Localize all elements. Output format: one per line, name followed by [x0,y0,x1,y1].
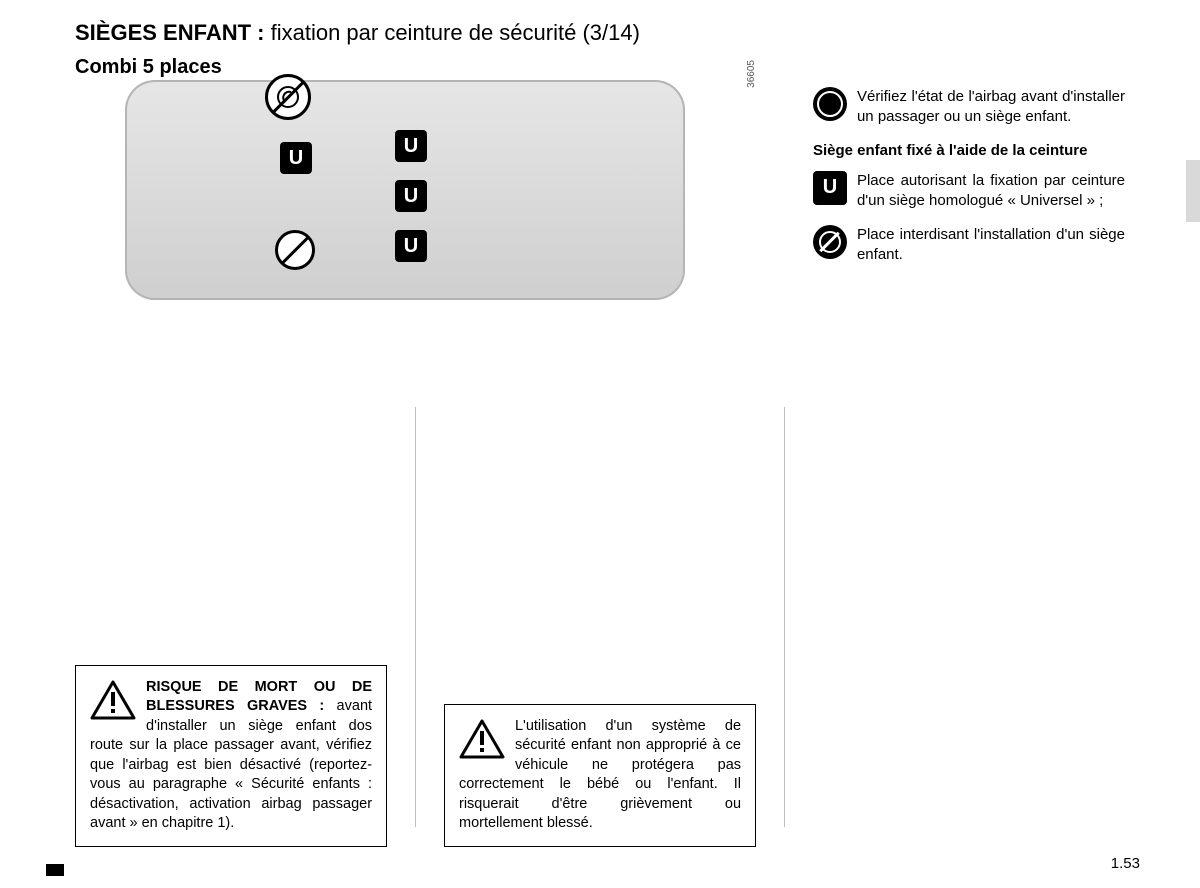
legend-u-text: Place autorisant la fixation par ceintur… [857,171,1125,212]
seat-rear-3-u: U [395,230,427,262]
figure-number: 36605 [746,60,757,88]
legend-airbag-text: Vérifiez l'état de l'airbag avant d'inst… [857,87,1125,128]
legend-block: Vérifiez l'état de l'airbag avant d'inst… [813,87,1125,280]
page-title: SIÈGES ENFANT : fixation par ceinture de… [75,20,1125,46]
legend-section-heading: Siège enfant fixé à l'aide de la ceintur… [813,142,1125,159]
column-right: Vérifiez l'état de l'airbag avant d'inst… [813,87,1125,847]
u-badge-icon: U [813,171,847,205]
column-divider-2 [784,407,785,827]
seat-front-passenger-u: U [280,142,312,174]
title-page-part: (3/14) [582,20,639,45]
legend-airbag-check: Vérifiez l'état de l'airbag avant d'inst… [813,87,1125,128]
page-content: SIÈGES ENFANT : fixation par ceinture de… [75,20,1125,860]
warning-box-left: RISQUE DE MORT OU DE BLESSURES GRAVES : … [75,665,387,848]
vehicle-figure: 36605 U U U U [75,60,755,340]
warning-triangle-icon [459,719,505,759]
corner-mark [46,864,64,876]
vehicle-body: U U U U [125,80,685,300]
warning-triangle-icon [90,680,136,720]
forbidden-icon [813,225,847,259]
airbag-check-icon [813,87,847,121]
legend-u: U Place autorisant la fixation par ceint… [813,171,1125,212]
legend-forbidden-text: Place interdisant l'installation d'un si… [857,225,1125,266]
seat-driver-forbidden-icon [275,230,315,270]
warning-box-middle: L'utilisation d'un système de sécurité e… [444,704,756,847]
airbag-off-icon [265,74,311,120]
side-tab [1186,160,1200,222]
seat-rear-1-u: U [395,130,427,162]
page-number: 1.53 [1111,855,1140,872]
seat-rear-2-u: U [395,180,427,212]
column-divider-1 [415,407,416,827]
title-rest: fixation par ceinture de sécurité [264,20,582,45]
title-bold: SIÈGES ENFANT : [75,20,264,45]
legend-forbidden: Place interdisant l'installation d'un si… [813,225,1125,266]
